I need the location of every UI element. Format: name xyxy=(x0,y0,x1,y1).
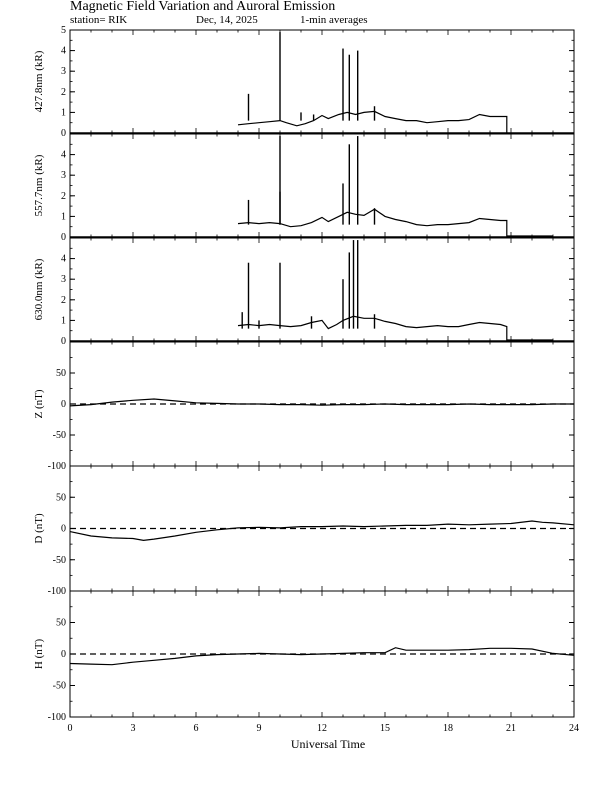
panel-2: 0 1 2 3 4 557.7nm (kR) xyxy=(33,133,575,243)
y-tick-label: 4 xyxy=(61,46,66,57)
y-tick-label: 3 xyxy=(61,170,66,181)
x-tick-label: 9 xyxy=(257,723,262,734)
x-tick-label: 3 xyxy=(131,723,136,734)
y-tick-label: 5 xyxy=(61,25,66,36)
y-tick-label: 0 xyxy=(61,232,66,243)
y-axis-label: 427.8nm (kR) xyxy=(33,50,45,112)
panel-4: -100 -50 0 50 Z (nT) xyxy=(33,341,575,472)
series-line xyxy=(69,647,575,666)
y-tick-label: 1 xyxy=(61,107,66,118)
x-tick-label: 21 xyxy=(506,723,516,734)
x-tick-label: 15 xyxy=(380,723,390,734)
y-tick-label: 0 xyxy=(61,128,66,139)
panel-frame xyxy=(69,133,575,238)
y-tick-label: 0 xyxy=(61,649,66,660)
y-tick-label: 50 xyxy=(56,618,66,629)
x-tick-label: 18 xyxy=(443,723,453,734)
panel-3: 0 1 2 3 4 630.0nm (kR) xyxy=(33,237,575,347)
x-tick-label: 0 xyxy=(68,723,73,734)
y-axis-label: 630.0nm (kR) xyxy=(33,258,45,320)
y-tick-label: -100 xyxy=(48,461,66,472)
y-axis-label: 557.7nm (kR) xyxy=(33,154,45,216)
y-tick-label: 50 xyxy=(56,492,66,503)
y-axis-label: Z (nT) xyxy=(33,389,45,418)
series-line xyxy=(69,520,575,542)
panel-frame xyxy=(69,29,575,134)
panel-6: -100 -50 0 50 H (nT) xyxy=(33,590,575,723)
y-tick-label: -100 xyxy=(48,586,66,597)
y-tick-label: 0 xyxy=(61,399,66,410)
panel-frame xyxy=(69,237,575,342)
y-tick-label: 1 xyxy=(61,211,66,222)
station-label: station= RIK xyxy=(70,14,127,26)
x-tick-label: 12 xyxy=(317,723,327,734)
panel-5: -100 -50 0 50 D (nT) xyxy=(33,465,575,597)
y-tick-label: 2 xyxy=(61,295,66,306)
series-line xyxy=(237,208,553,237)
chart-title: Magnetic Field Variation and Auroral Emi… xyxy=(70,0,335,14)
date-label: Dec, 14, 2025 xyxy=(196,14,258,26)
y-tick-label: 2 xyxy=(61,87,66,98)
y-tick-label: -50 xyxy=(53,681,66,692)
panel-1: 0 1 2 3 4 5 427.8nm (kR) xyxy=(33,25,575,139)
x-tick-label: 24 xyxy=(569,723,579,734)
y-tick-label: 2 xyxy=(61,191,66,202)
series-line xyxy=(69,398,574,407)
series-line xyxy=(237,110,508,133)
y-tick-label: -50 xyxy=(53,555,66,566)
y-tick-label: 3 xyxy=(61,274,66,285)
averaging-label: 1-min averages xyxy=(300,14,368,26)
y-tick-label: 50 xyxy=(56,368,66,379)
y-tick-label: 4 xyxy=(61,254,66,265)
x-axis-label: Universal Time xyxy=(291,737,365,751)
y-tick-label: -100 xyxy=(48,712,66,723)
series-line xyxy=(237,315,553,341)
y-tick-label: 0 xyxy=(61,336,66,347)
y-axis-label: D (nT) xyxy=(33,513,45,544)
y-tick-label: 1 xyxy=(61,315,66,326)
y-axis-label: H (nT) xyxy=(33,639,45,670)
y-tick-label: 3 xyxy=(61,66,66,77)
y-tick-label: 4 xyxy=(61,150,66,161)
x-tick-label: 6 xyxy=(194,723,199,734)
y-tick-label: -50 xyxy=(53,430,66,441)
y-tick-label: 0 xyxy=(61,524,66,535)
